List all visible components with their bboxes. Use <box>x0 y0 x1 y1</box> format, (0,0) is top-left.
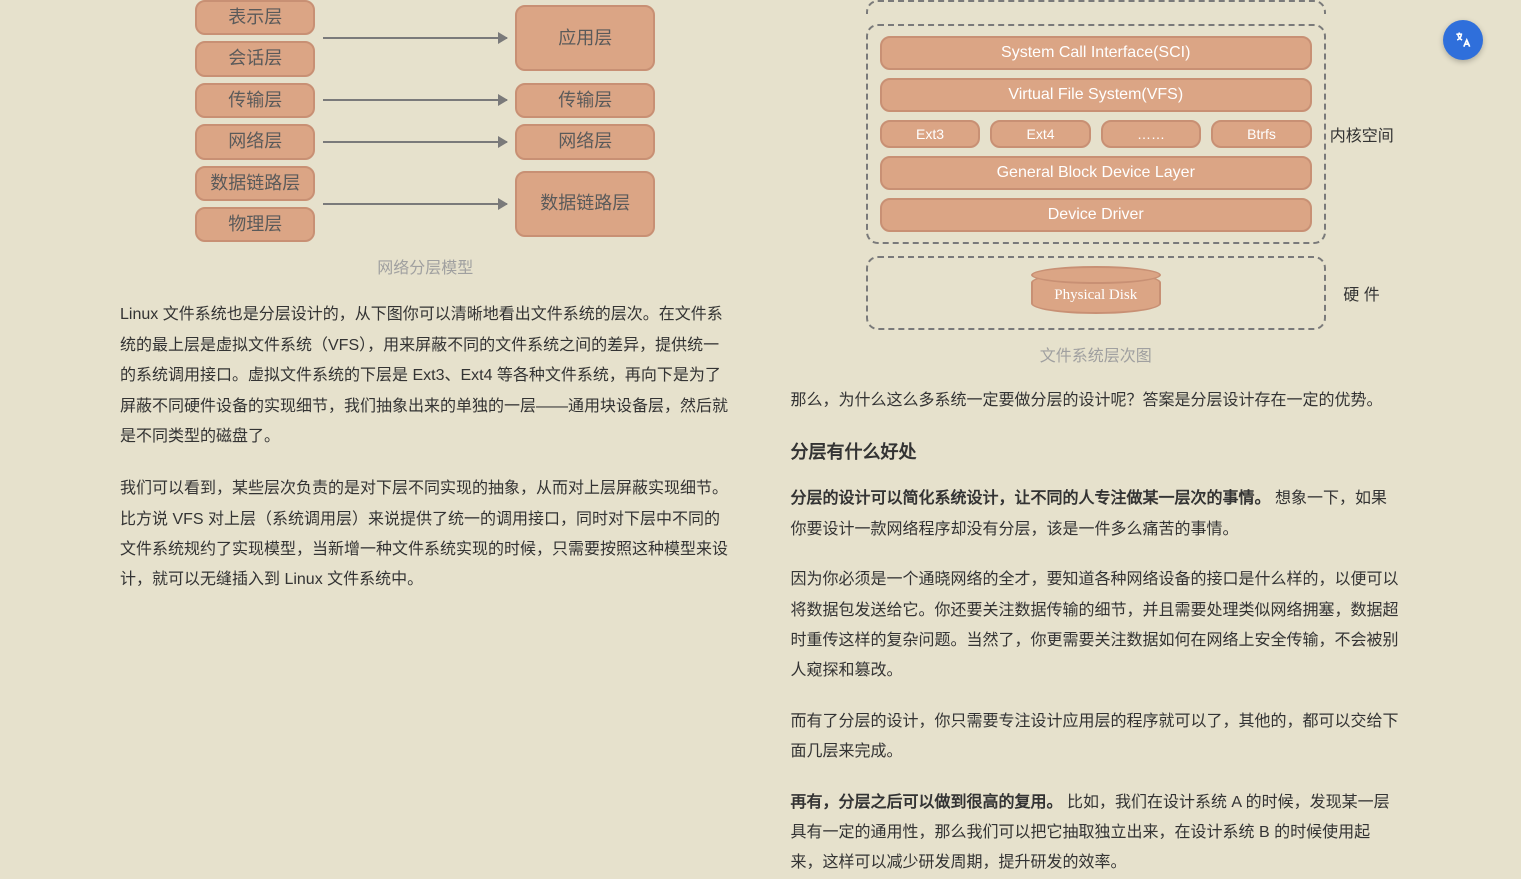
right-column: System Call Interface(SCI) Virtual File … <box>791 0 1402 879</box>
osi-layer-box: 网络层 <box>195 124 315 159</box>
userspace-group <box>866 0 1326 14</box>
paragraph: 那么，为什么这么多系统一定要做分层的设计呢？答案是分层设计存在一定的优势。 <box>791 386 1402 416</box>
fs-box-driver: Device Driver <box>880 198 1312 232</box>
kernel-group: System Call Interface(SCI) Virtual File … <box>866 24 1326 244</box>
tcpip-layer-box: 网络层 <box>515 124 655 159</box>
fs-box-ext3: Ext3 <box>880 120 981 148</box>
fs-box-sci: System Call Interface(SCI) <box>880 36 1312 70</box>
fs-box-disk: Physical Disk <box>1031 272 1161 314</box>
section-heading: 分层有什么好处 <box>791 438 1402 464</box>
tcpip-layer-box: 传输层 <box>515 83 655 118</box>
osi-layer-box: 物理层 <box>195 207 315 242</box>
paragraph: 再有，分层之后可以做到很高的复用。 比如，我们在设计系统 A 的时候，发现某一层… <box>791 788 1402 879</box>
tcpip-layer-box: 应用层 <box>515 5 655 71</box>
bold-text: 再有，分层之后可以做到很高的复用。 <box>791 794 1063 811</box>
filesystem-layer-diagram: System Call Interface(SCI) Virtual File … <box>866 0 1326 366</box>
translate-icon <box>1453 30 1473 50</box>
diagram-caption: 网络分层模型 <box>195 254 655 278</box>
osi-layer-box: 数据链路层 <box>195 166 315 201</box>
tcpip-layer-box: 数据链路层 <box>515 171 655 237</box>
paragraph: 分层的设计可以简化系统设计，让不同的人专注做某一层次的事情。 想象一下，如果你要… <box>791 484 1402 545</box>
diagram-caption: 文件系统层次图 <box>866 342 1326 366</box>
side-label-kernel: 内核空间 <box>1330 122 1394 146</box>
fs-box-ext4: Ext4 <box>990 120 1091 148</box>
left-column: 表示层 会话层 应用层 传输层 传输层 网络层 网络层 数据链路 <box>120 0 731 879</box>
fs-box-block: General Block Device Layer <box>880 156 1312 190</box>
fs-box-more: …… <box>1101 120 1202 148</box>
paragraph: 而有了分层的设计，你只需要专注设计应用层的程序就可以了，其他的，都可以交给下面几… <box>791 707 1402 768</box>
osi-layer-box: 表示层 <box>195 0 315 35</box>
arrow-icon <box>323 203 507 205</box>
network-layer-diagram: 表示层 会话层 应用层 传输层 传输层 网络层 网络层 数据链路 <box>195 0 655 278</box>
paragraph: 因为你必须是一个通晓网络的全才，要知道各种网络设备的接口是什么样的，以便可以将数… <box>791 565 1402 687</box>
osi-layer-box: 传输层 <box>195 83 315 118</box>
arrow-icon <box>323 99 507 101</box>
osi-layer-box: 会话层 <box>195 41 315 76</box>
fs-box-btrfs: Btrfs <box>1211 120 1312 148</box>
arrow-icon <box>323 141 507 143</box>
paragraph: Linux 文件系统也是分层设计的，从下图你可以清晰地看出文件系统的层次。在文件… <box>120 300 731 452</box>
bold-text: 分层的设计可以简化系统设计，让不同的人专注做某一层次的事情。 <box>791 490 1271 507</box>
translate-button[interactable] <box>1443 20 1483 60</box>
paragraph: 我们可以看到，某些层次负责的是对下层不同实现的抽象，从而对上层屏蔽实现细节。比方… <box>120 474 731 596</box>
hardware-group: Physical Disk 硬 件 <box>866 256 1326 330</box>
side-label-hardware: 硬 件 <box>1343 281 1379 305</box>
arrow-icon <box>323 37 507 39</box>
disk-icon: Physical Disk <box>1031 272 1161 314</box>
fs-box-vfs: Virtual File System(VFS) <box>880 78 1312 112</box>
